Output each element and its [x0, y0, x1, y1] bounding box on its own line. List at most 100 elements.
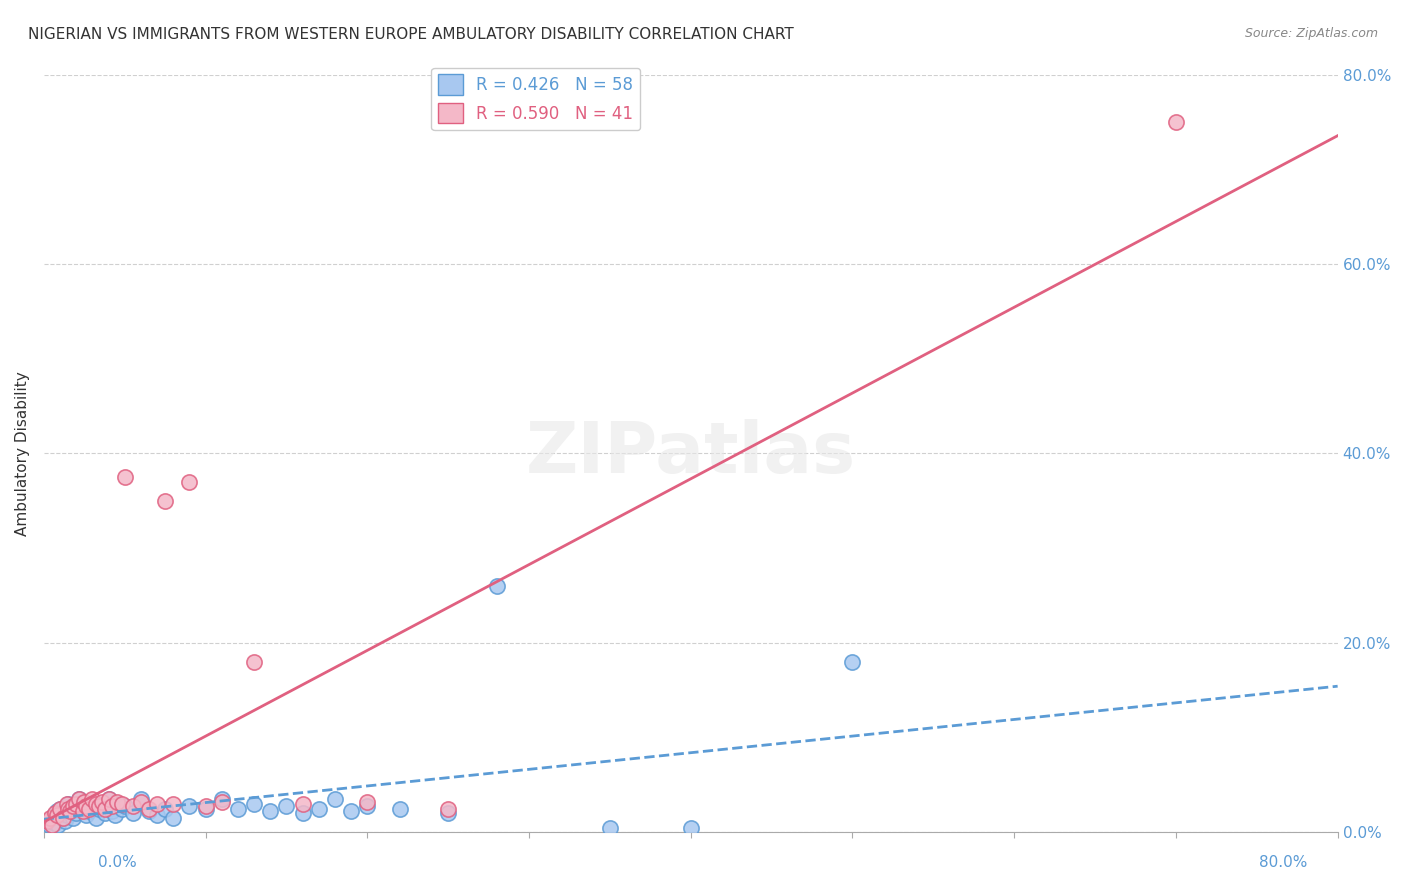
Point — [97, 792, 120, 806]
Point — [91, 795, 114, 809]
Point — [69, 792, 91, 806]
Point — [56, 797, 79, 811]
Point — [340, 805, 363, 819]
Point — [82, 792, 104, 806]
Point — [437, 802, 460, 816]
Point — [841, 655, 863, 669]
Point — [44, 815, 66, 830]
Point — [259, 805, 281, 819]
Point — [146, 808, 169, 822]
Point — [77, 805, 100, 819]
Point — [94, 802, 117, 816]
Point — [356, 795, 378, 809]
Point — [291, 806, 314, 821]
Point — [49, 802, 72, 816]
Point — [94, 806, 117, 821]
Point — [599, 821, 621, 835]
Point — [65, 806, 87, 821]
Point — [84, 811, 107, 825]
Point — [146, 797, 169, 811]
Point — [243, 797, 266, 811]
Point — [69, 792, 91, 806]
Point — [114, 470, 136, 484]
Point — [75, 808, 97, 822]
Point — [437, 806, 460, 821]
Point — [129, 795, 152, 809]
Point — [110, 797, 132, 811]
Point — [105, 795, 128, 809]
Point — [52, 811, 75, 825]
Point — [51, 811, 73, 825]
Point — [101, 805, 124, 819]
Point — [388, 802, 411, 816]
Point — [41, 818, 63, 832]
Point — [56, 802, 79, 816]
Point — [211, 795, 233, 809]
Point — [65, 797, 87, 811]
Point — [129, 792, 152, 806]
Point — [153, 493, 176, 508]
Point — [107, 797, 129, 811]
Point — [211, 792, 233, 806]
Point — [97, 792, 120, 806]
Point — [1164, 115, 1187, 129]
Point — [45, 805, 67, 819]
Point — [53, 814, 76, 828]
Point — [356, 798, 378, 813]
Point — [60, 805, 83, 819]
Point — [101, 798, 124, 813]
Point — [73, 795, 96, 809]
Point — [55, 808, 77, 822]
Point — [59, 805, 82, 819]
Point — [276, 798, 298, 813]
Text: ZIPatlas: ZIPatlas — [526, 419, 856, 488]
Point — [84, 797, 107, 811]
Point — [87, 798, 110, 813]
Point — [45, 808, 67, 822]
Point — [121, 798, 143, 813]
Point — [48, 818, 70, 832]
Point — [52, 806, 75, 821]
Point — [72, 802, 94, 816]
Point — [308, 802, 330, 816]
Text: NIGERIAN VS IMMIGRANTS FROM WESTERN EUROPE AMBULATORY DISABILITY CORRELATION CHA: NIGERIAN VS IMMIGRANTS FROM WESTERN EURO… — [28, 27, 794, 42]
Point — [37, 814, 59, 828]
Point — [121, 806, 143, 821]
Point — [87, 802, 110, 816]
Point — [77, 802, 100, 816]
Point — [39, 811, 62, 825]
Text: 80.0%: 80.0% — [1260, 855, 1308, 870]
Point — [679, 821, 702, 835]
Point — [38, 818, 60, 832]
Point — [55, 797, 77, 811]
Text: Source: ZipAtlas.com: Source: ZipAtlas.com — [1244, 27, 1378, 40]
Point — [62, 811, 84, 825]
Point — [42, 808, 65, 822]
Point — [291, 797, 314, 811]
Point — [194, 802, 217, 816]
Point — [226, 802, 249, 816]
Point — [194, 798, 217, 813]
Point — [91, 798, 114, 813]
Point — [49, 802, 72, 816]
Point — [114, 798, 136, 813]
Point — [37, 815, 59, 830]
Point — [485, 579, 508, 593]
Point — [179, 475, 201, 489]
Point — [179, 798, 201, 813]
Point — [59, 802, 82, 816]
Point — [62, 798, 84, 813]
Point — [75, 798, 97, 813]
Point — [110, 802, 132, 816]
Y-axis label: Ambulatory Disability: Ambulatory Disability — [15, 371, 30, 536]
Text: 0.0%: 0.0% — [98, 855, 138, 870]
Point — [162, 797, 184, 811]
Point — [243, 655, 266, 669]
Point — [39, 814, 62, 828]
Point — [104, 808, 127, 822]
Point — [153, 802, 176, 816]
Point — [72, 805, 94, 819]
Point — [82, 797, 104, 811]
Point — [138, 805, 160, 819]
Legend: R = 0.426   N = 58, R = 0.590   N = 41: R = 0.426 N = 58, R = 0.590 N = 41 — [432, 68, 640, 130]
